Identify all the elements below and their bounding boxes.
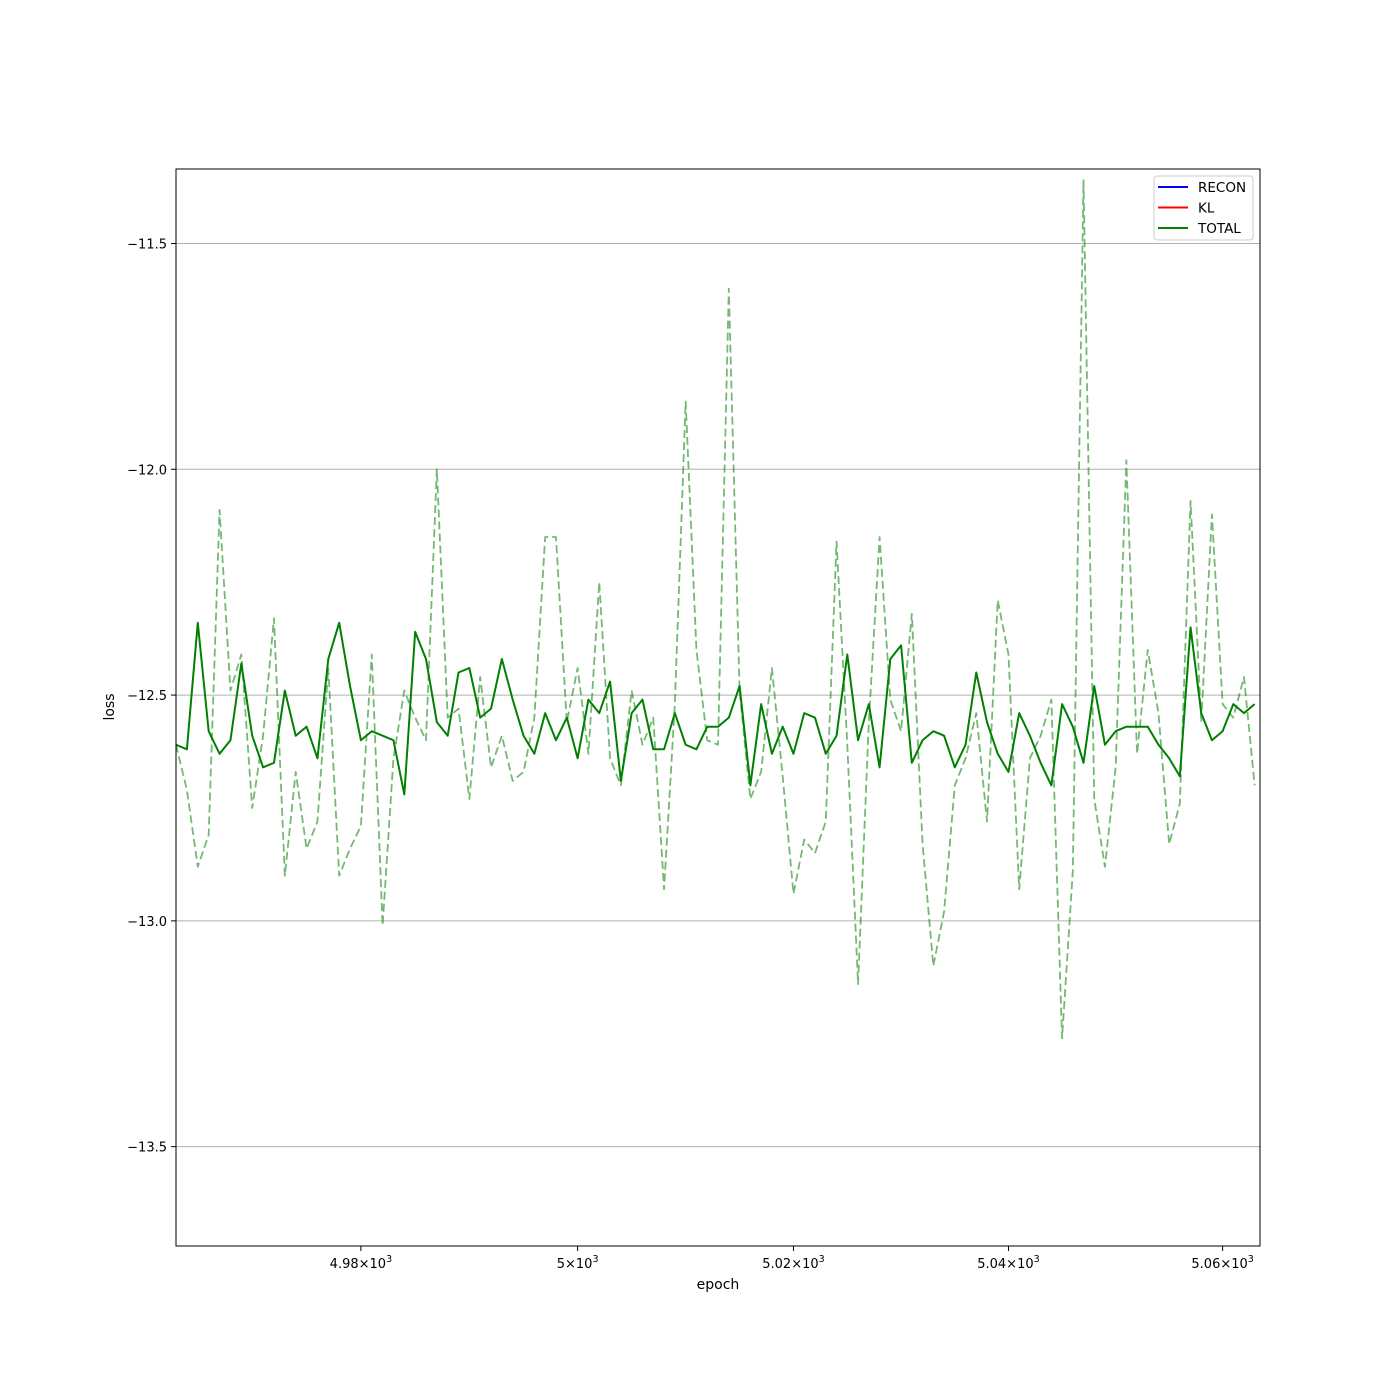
legend-label: TOTAL (1197, 221, 1241, 237)
y-tick-label: −12.5 (127, 689, 167, 704)
x-tick-label: 5×103 (557, 1254, 599, 1272)
legend: RECON KL TOTAL (1153, 175, 1254, 241)
y-axis: −11.5 −12.0 −12.5 −13.0 −13.5 (127, 238, 176, 1156)
x-axis: 4.98×103 5×103 5.02×103 5.04×103 5.06×103 (330, 1246, 1254, 1272)
legend-label: RECON (1198, 180, 1246, 196)
y-tick-label: −13.5 (127, 1141, 167, 1156)
y-tick-label: −12.0 (127, 463, 167, 478)
total-line (175, 621, 1256, 796)
y-tick-label: −13.0 (127, 915, 167, 930)
x-tick-label: 5.02×103 (762, 1254, 824, 1272)
x-tick-label: 5.06×103 (1191, 1254, 1253, 1272)
legend-box (1153, 175, 1254, 241)
x-tick-label: 5.04×103 (977, 1254, 1039, 1272)
y-axis-label: loss (102, 693, 118, 720)
plot-frame (175, 168, 1261, 1247)
y-tick-label: −11.5 (127, 238, 167, 253)
x-tick-label: 4.98×103 (330, 1254, 392, 1272)
y-grid (176, 243, 1260, 1148)
total-raw-dashed-line (175, 179, 1256, 1040)
x-axis-label: epoch (697, 1277, 740, 1293)
legend-label: KL (1198, 201, 1215, 217)
series-group (175, 179, 1256, 1040)
plot-area (176, 169, 1260, 1246)
